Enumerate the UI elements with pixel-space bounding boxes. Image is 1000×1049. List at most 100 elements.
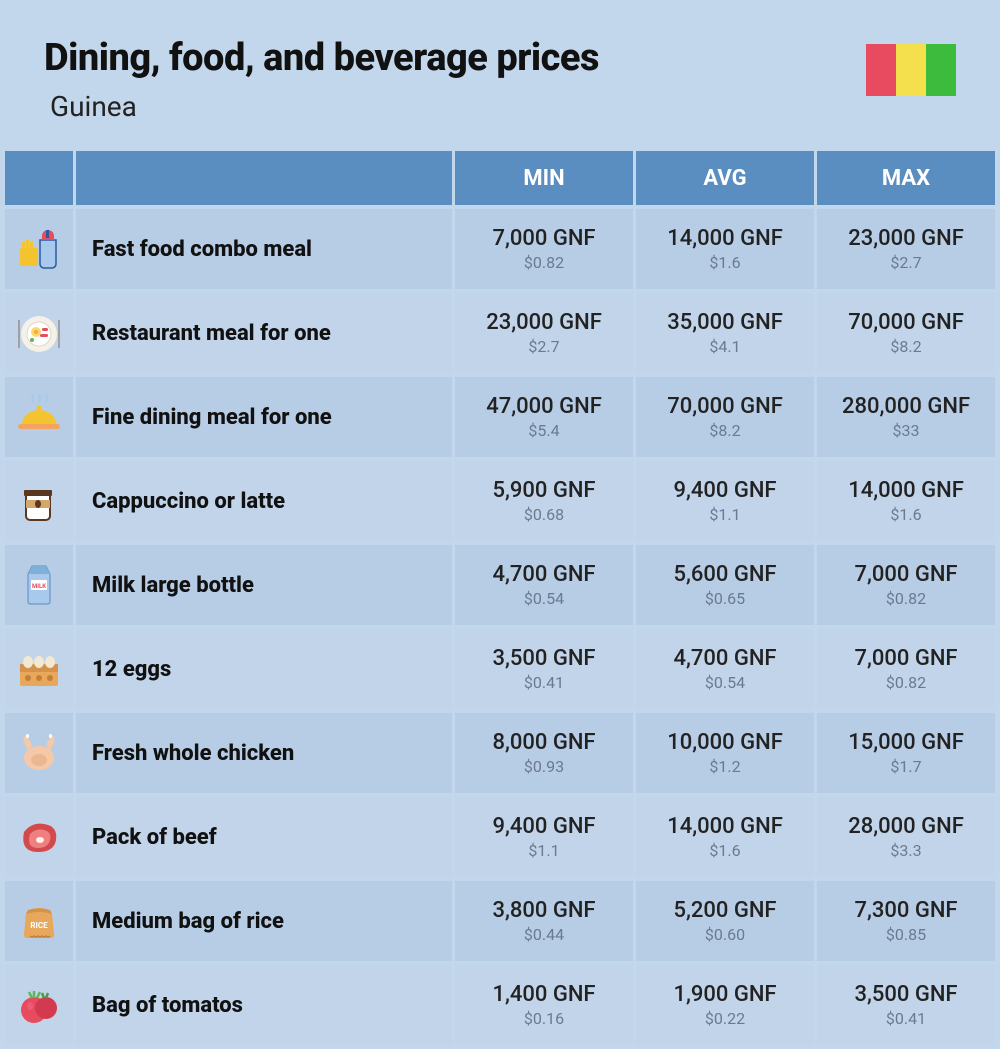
item-label: Medium bag of rice (76, 881, 452, 961)
avg-gnf: 10,000 GNF (636, 730, 814, 755)
avg-gnf: 35,000 GNF (636, 310, 814, 335)
min-usd: $0.44 (455, 925, 633, 944)
header-min: MIN (455, 151, 633, 205)
item-label: Fast food combo meal (76, 209, 452, 289)
milk-icon (5, 545, 73, 625)
header-avg: AVG (636, 151, 814, 205)
cloche-icon (5, 377, 73, 457)
item-label: Fresh whole chicken (76, 713, 452, 793)
min-cell: 23,000 GNF $2.7 (455, 293, 633, 373)
avg-cell: 4,700 GNF$0.54 (636, 629, 814, 709)
table-row: Pack of beef9,400 GNF$1.114,000 GNF $1.62… (5, 797, 995, 877)
max-gnf: 3,500 GNF (817, 982, 995, 1007)
min-usd: $5.4 (455, 421, 633, 440)
table-row: Fine dining meal for one47,000 GNF$5.470… (5, 377, 995, 457)
avg-cell: 1,900 GNF $0.22 (636, 965, 814, 1045)
min-usd: $0.68 (455, 505, 633, 524)
item-label: Pack of beef (76, 797, 452, 877)
avg-cell: 70,000 GNF $8.2 (636, 377, 814, 457)
header: Dining, food, and beverage prices Guinea (0, 0, 1000, 147)
item-label: 12 eggs (76, 629, 452, 709)
avg-gnf: 14,000 GNF (636, 814, 814, 839)
header-max: MAX (817, 151, 995, 205)
avg-cell: 10,000 GNF$1.2 (636, 713, 814, 793)
max-gnf: 7,300 GNF (817, 898, 995, 923)
max-gnf: 280,000 GNF (817, 394, 995, 419)
min-usd: $0.41 (455, 673, 633, 692)
max-usd: $0.82 (817, 589, 995, 608)
max-usd: $2.7 (817, 253, 995, 272)
max-usd: $8.2 (817, 337, 995, 356)
table-header: MIN AVG MAX (5, 151, 995, 205)
min-gnf: 1,400 GNF (455, 982, 633, 1007)
table-row: Fresh whole chicken8,000 GNF$0.9310,000 … (5, 713, 995, 793)
chicken-icon (5, 713, 73, 793)
coffee-icon (5, 461, 73, 541)
min-gnf: 9,400 GNF (455, 814, 633, 839)
avg-cell: 35,000 GNF $4.1 (636, 293, 814, 373)
max-gnf: 28,000 GNF (817, 814, 995, 839)
avg-cell: 5,200 GNF $0.60 (636, 881, 814, 961)
country-flag-icon (866, 44, 956, 96)
eggs-icon (5, 629, 73, 709)
avg-cell: 9,400 GNF$1.1 (636, 461, 814, 541)
item-label: Milk large bottle (76, 545, 452, 625)
max-gnf: 15,000 GNF (817, 730, 995, 755)
avg-gnf: 5,600 GNF (636, 562, 814, 587)
tomato-icon (5, 965, 73, 1045)
max-usd: $33 (817, 421, 995, 440)
min-cell: 9,400 GNF$1.1 (455, 797, 633, 877)
plate-icon (5, 293, 73, 373)
min-gnf: 7,000 GNF (455, 226, 633, 251)
avg-gnf: 1,900 GNF (636, 982, 814, 1007)
min-gnf: 4,700 GNF (455, 562, 633, 587)
avg-gnf: 5,200 GNF (636, 898, 814, 923)
item-label: Restaurant meal for one (76, 293, 452, 373)
min-cell: 47,000 GNF$5.4 (455, 377, 633, 457)
max-usd: $0.85 (817, 925, 995, 944)
flag-stripe-1 (866, 44, 896, 96)
min-cell: 8,000 GNF$0.93 (455, 713, 633, 793)
table-row: Bag of tomatos1,400 GNF$0.161,900 GNF$0.… (5, 965, 995, 1045)
avg-cell: 5,600 GNF$0.65 (636, 545, 814, 625)
avg-gnf: 70,000 GNF (636, 394, 814, 419)
page-title: Dining, food, and beverage prices (44, 36, 599, 80)
min-gnf: 5,900 GNF (455, 478, 633, 503)
avg-usd: $0.22 (636, 1009, 814, 1028)
avg-usd: $1.6 (636, 253, 814, 272)
min-gnf: 8,000 GNF (455, 730, 633, 755)
avg-usd: $1.1 (636, 505, 814, 524)
min-gnf: 23,000 GNF (455, 310, 633, 335)
beef-icon (5, 797, 73, 877)
avg-usd: $4.1 (636, 337, 814, 356)
min-cell: 3,500 GNF$0.41 (455, 629, 633, 709)
min-usd: $0.54 (455, 589, 633, 608)
rice-icon (5, 881, 73, 961)
item-label: Cappuccino or latte (76, 461, 452, 541)
avg-gnf: 14,000 GNF (636, 226, 814, 251)
min-cell: 5,900 GNF $0.68 (455, 461, 633, 541)
avg-usd: $0.54 (636, 673, 814, 692)
min-cell: 7,000 GNF$0.82 (455, 209, 633, 289)
max-usd: $3.3 (817, 841, 995, 860)
max-cell: 23,000 GNF$2.7 (817, 209, 995, 289)
avg-usd: $8.2 (636, 421, 814, 440)
max-cell: 280,000 GNF $33 (817, 377, 995, 457)
min-usd: $2.7 (455, 337, 633, 356)
max-cell: 14,000 GNF$1.6 (817, 461, 995, 541)
max-cell: 28,000 GNF $3.3 (817, 797, 995, 877)
item-label: Bag of tomatos (76, 965, 452, 1045)
min-cell: 3,800 GNF$0.44 (455, 881, 633, 961)
table-row: Fast food combo meal7,000 GNF$0.8214,000… (5, 209, 995, 289)
avg-usd: $0.60 (636, 925, 814, 944)
flag-stripe-2 (896, 44, 926, 96)
table-row: Restaurant meal for one23,000 GNF $2.735,… (5, 293, 995, 373)
max-gnf: 7,000 GNF (817, 562, 995, 587)
max-usd: $0.82 (817, 673, 995, 692)
item-label: Fine dining meal for one (76, 377, 452, 457)
max-gnf: 7,000 GNF (817, 646, 995, 671)
avg-usd: $1.6 (636, 841, 814, 860)
avg-cell: 14,000 GNF $1.6 (636, 797, 814, 877)
table-row: 12 eggs3,500 GNF$0.414,700 GNF$0.547,000… (5, 629, 995, 709)
max-cell: 3,500 GNF$0.41 (817, 965, 995, 1045)
